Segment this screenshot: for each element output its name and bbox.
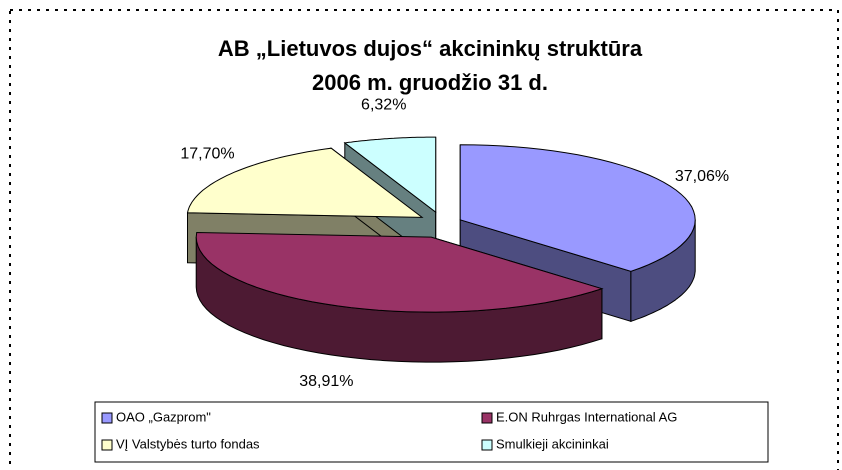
chart-subtitle: 2006 m. gruodžio 31 d. (312, 70, 548, 95)
legend-label: Smulkieji akcininkai (496, 436, 609, 451)
slice (459, 144, 696, 272)
legend-swatch (101, 439, 113, 451)
legend-box (94, 401, 769, 463)
legend-label: E.ON Ruhrgas International AG (496, 409, 677, 424)
data-label: 37,06% (675, 168, 729, 185)
slice (186, 147, 424, 218)
data-label: 38,91% (299, 373, 353, 390)
slice (195, 231, 604, 313)
legend-swatch (101, 412, 113, 424)
legend-label: VĮ Valstybės turto fondas (116, 436, 260, 451)
data-label: 6,32% (361, 97, 406, 114)
chart-title: AB „Lietuvos dujos“ akcininkų struktūra (218, 36, 643, 61)
data-label: 17,70% (180, 146, 234, 163)
legend-swatch (481, 439, 493, 451)
legend-swatch (481, 412, 493, 424)
legend-label: OAO „Gazprom" (116, 409, 211, 424)
slice (343, 136, 437, 214)
